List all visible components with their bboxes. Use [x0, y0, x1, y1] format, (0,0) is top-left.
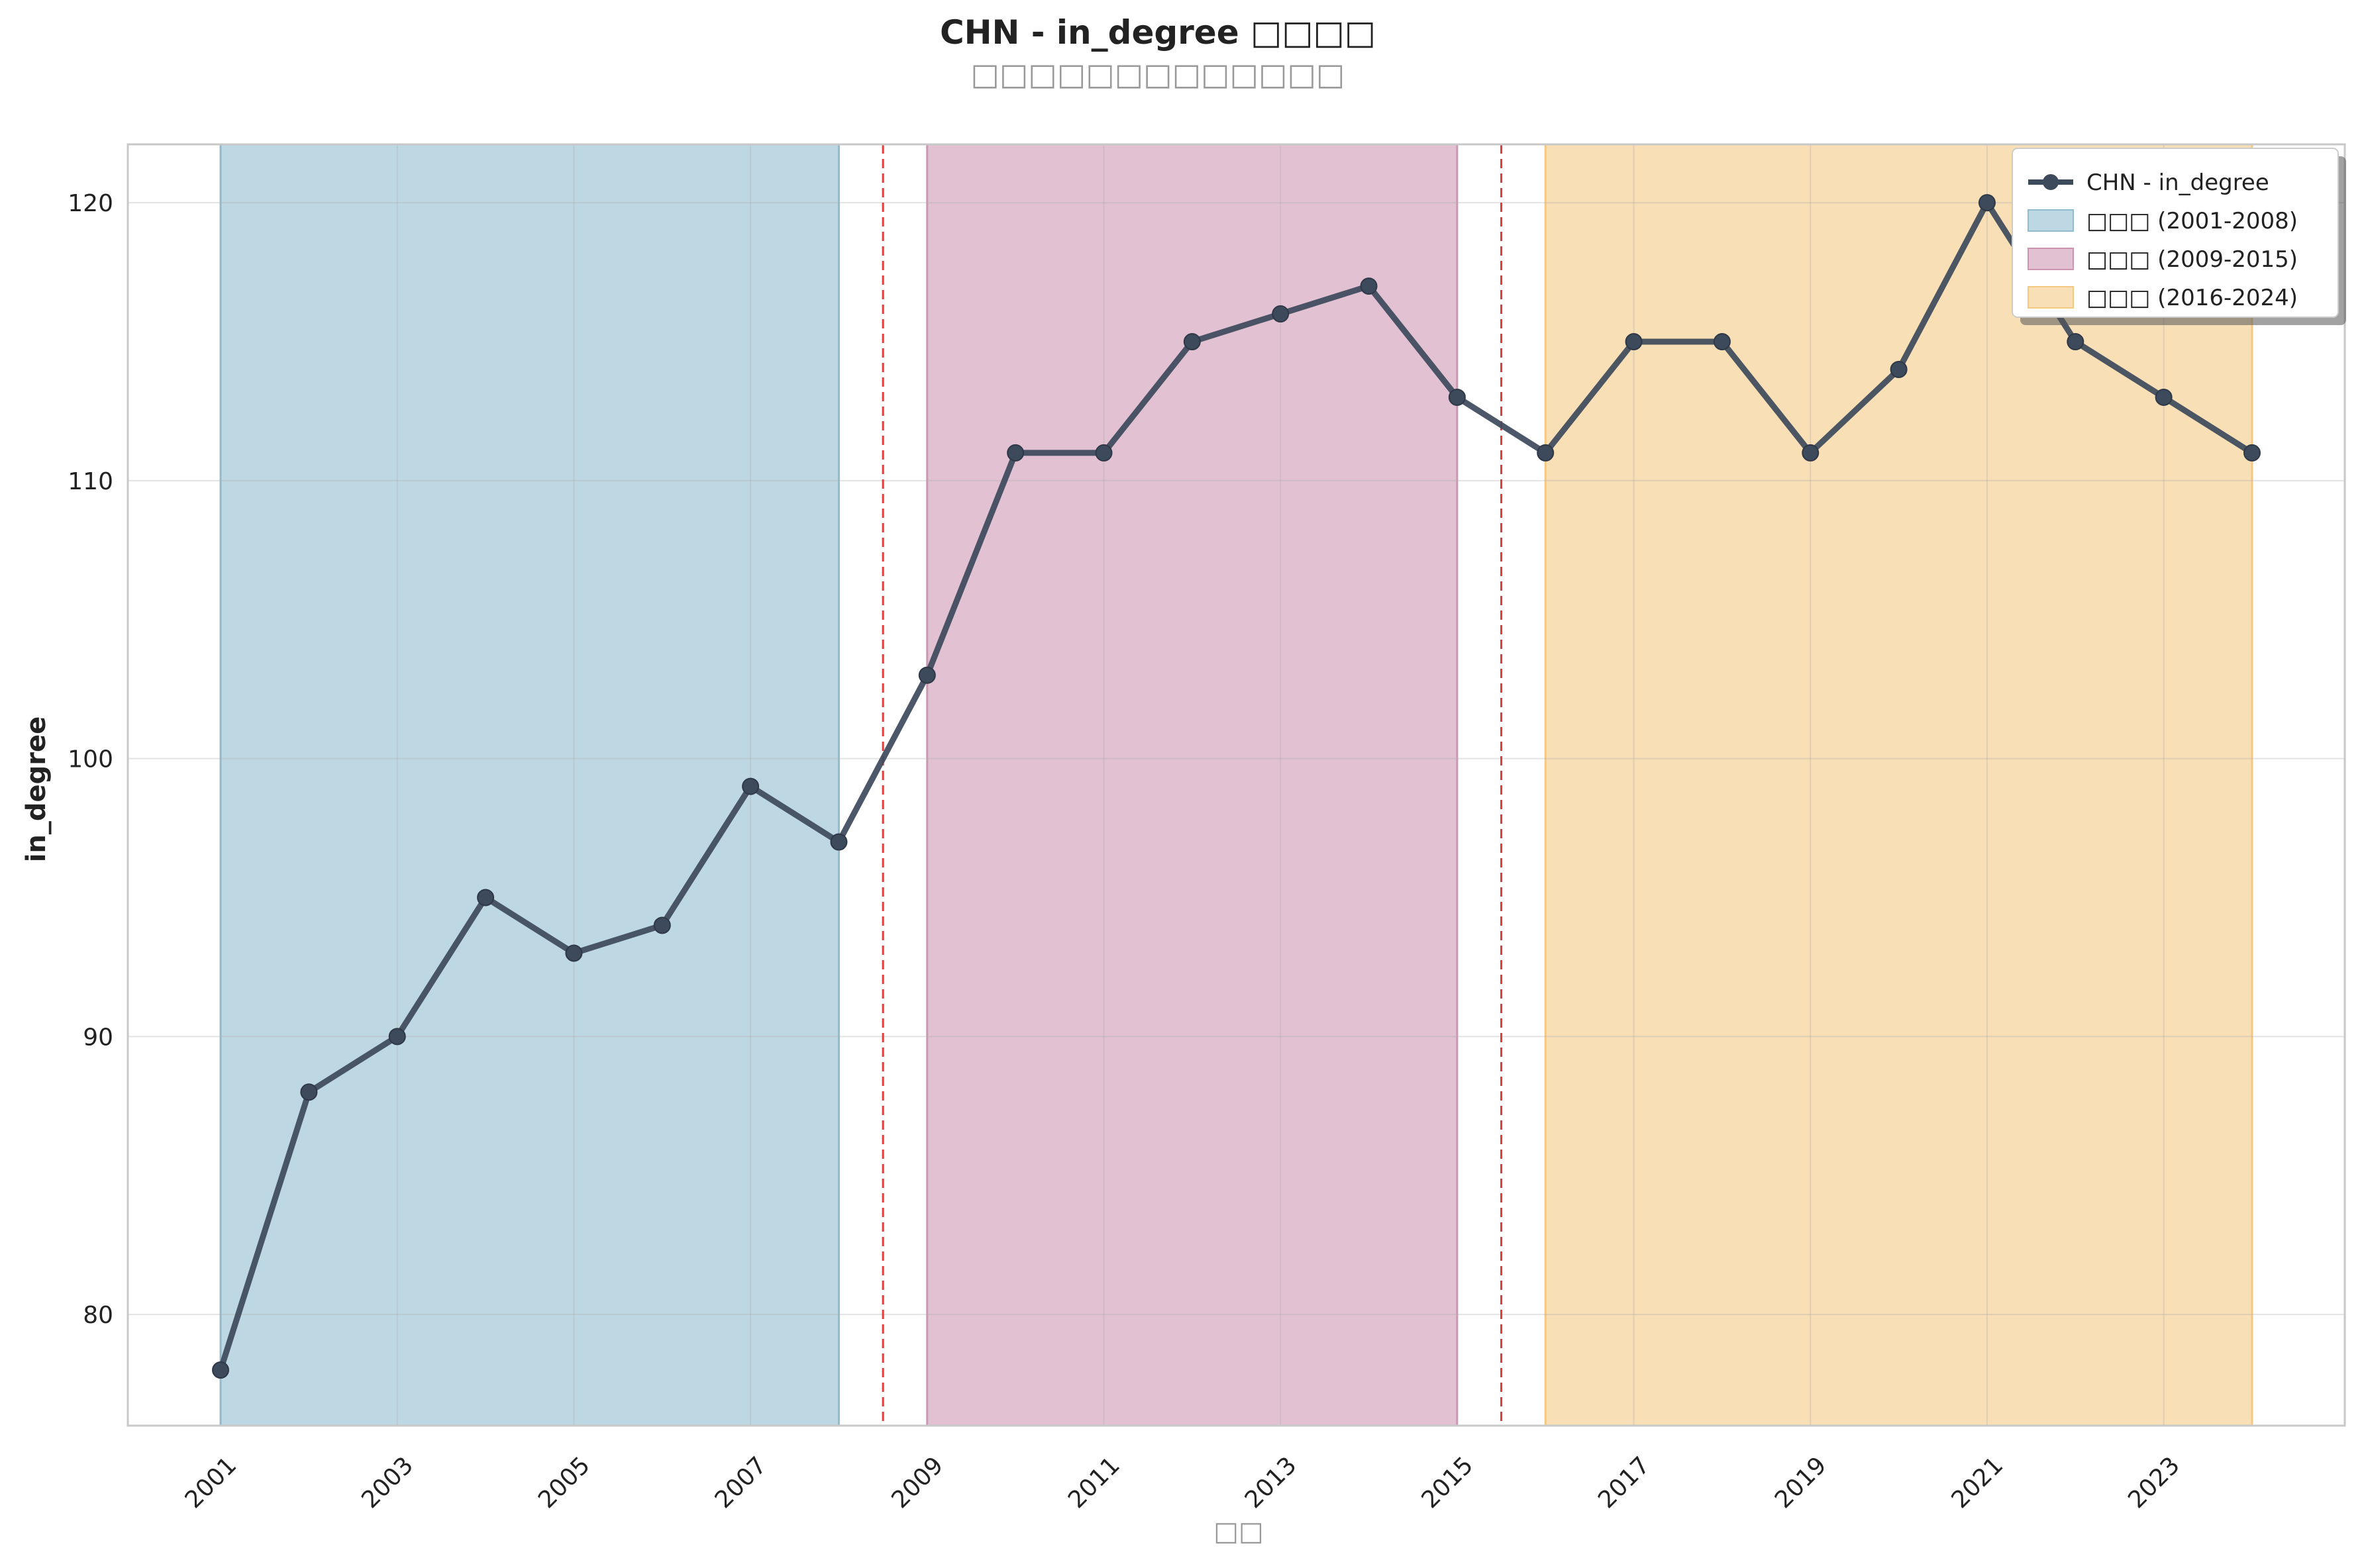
- x-axis-label: □□: [1213, 1516, 1264, 1547]
- y-tick-label: 110: [68, 468, 113, 495]
- legend-label-phase-1: □□□ (2001-2008): [2086, 208, 2298, 234]
- legend-label-series: CHN - in_degree: [2086, 170, 2269, 196]
- data-point: [1625, 333, 1643, 351]
- data-point: [1978, 194, 1996, 212]
- data-point: [1537, 444, 1555, 462]
- series-line-1: [217, 199, 2255, 1373]
- data-point: [565, 944, 583, 962]
- data-point: [1272, 305, 1290, 323]
- y-axis-label: in_degree: [21, 716, 52, 863]
- data-point: [830, 833, 848, 851]
- data-point: [2067, 333, 2084, 351]
- data-point: [2155, 388, 2173, 406]
- data-point: [1802, 444, 1820, 462]
- data-point: [1095, 444, 1113, 462]
- legend: CHN - in_degree □□□ (2001-2008) □□□ (2009-…: [2012, 148, 2346, 325]
- data-point: [477, 889, 495, 906]
- data-point: [742, 777, 760, 795]
- chart-title: CHN - in_degree □□□□: [940, 13, 1376, 52]
- phase-band-3: [1544, 143, 2253, 1427]
- legend-swatch-phase-3: [2028, 286, 2074, 309]
- data-point: [2243, 444, 2261, 462]
- y-tick-label: 90: [83, 1024, 113, 1051]
- data-point: [653, 916, 671, 934]
- plot-frame: [127, 143, 2346, 1427]
- data-point: [388, 1028, 406, 1046]
- data-point: [1890, 360, 1908, 378]
- data-point: [918, 666, 936, 684]
- legend-items: CHN - in_degree □□□ (2001-2008) □□□ (2009-…: [2028, 170, 2298, 311]
- series-layer: [212, 194, 2261, 1379]
- data-point: [1007, 444, 1025, 462]
- legend-label-phase-2: □□□ (2009-2015): [2086, 246, 2298, 273]
- legend-marker-icon: [2043, 174, 2059, 190]
- phase-band-1: [219, 143, 840, 1427]
- legend-label-phase-3: □□□ (2016-2024): [2086, 285, 2298, 311]
- legend-swatch-phase-1: [2028, 209, 2074, 232]
- data-point: [1448, 388, 1466, 406]
- grid-lines: [128, 144, 2345, 1426]
- axes: [127, 143, 2346, 1427]
- breakpoint-lines: [882, 144, 1503, 1426]
- y-tick-label: 120: [68, 190, 113, 217]
- y-tick-label: 100: [68, 746, 113, 773]
- data-point: [1183, 333, 1201, 351]
- legend-box: [2012, 148, 2339, 318]
- data-point: [1360, 277, 1378, 295]
- chart-subtitle: □□□□□□□□□□□□□: [970, 56, 1345, 92]
- y-tick-label: 80: [83, 1302, 113, 1329]
- data-point: [300, 1083, 318, 1101]
- phase-bands: [219, 143, 2253, 1427]
- data-point: [1713, 333, 1731, 351]
- legend-swatch-phase-2: [2028, 248, 2074, 270]
- data-point: [212, 1361, 230, 1379]
